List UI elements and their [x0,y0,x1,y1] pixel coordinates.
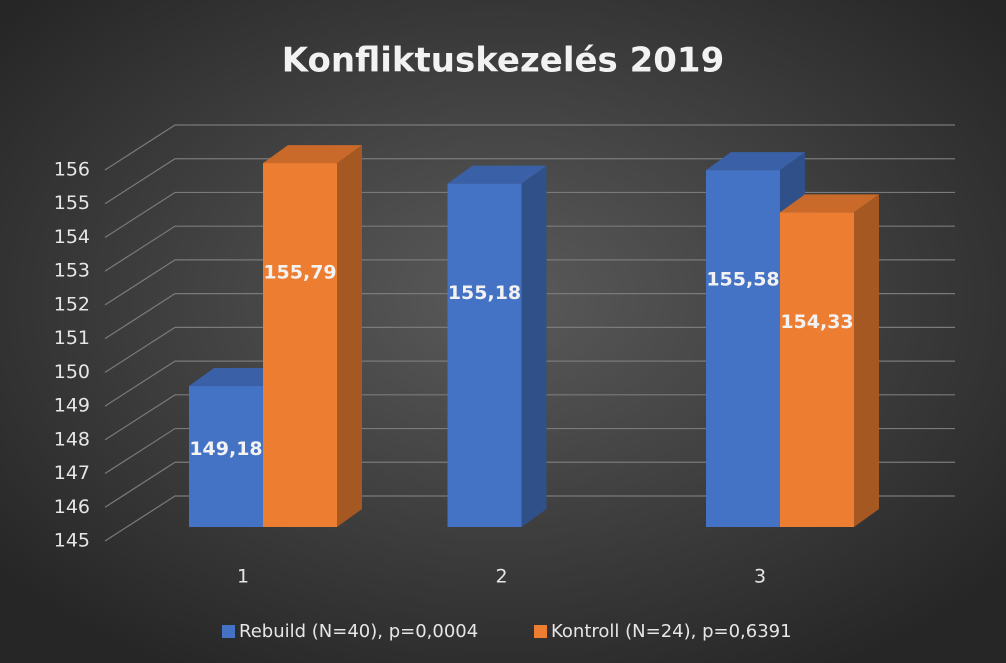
legend-swatch [222,625,235,638]
grid-line [104,191,955,238]
y-tick-label: 146 [54,496,90,518]
bar [189,386,263,527]
grid-line [104,394,955,441]
bar-top [447,165,547,184]
bar-top [780,194,879,213]
y-tick-label: 145 [54,530,90,552]
bar-side [854,194,879,528]
data-label: 155,79 [263,262,336,284]
bar-top [263,145,362,164]
bar [447,183,522,527]
grid-line [104,360,955,407]
grid-line [104,326,955,373]
grid-line [104,259,955,306]
y-tick-label: 153 [54,260,90,282]
x-tick-label: 3 [754,566,766,588]
grid-line [104,225,955,272]
y-tick-label: 148 [54,428,90,450]
legend-label: Rebuild (N=40), p=0,0004 [239,621,478,642]
grid-line [104,124,955,171]
legend-swatch [534,625,547,638]
y-tick-label: 147 [54,462,90,484]
bar-side [521,165,547,527]
data-label: 155,58 [706,269,779,291]
bar-side [337,145,362,527]
x-tick-label: 2 [495,566,507,588]
data-label: 149,18 [189,438,262,460]
legend-label: Kontroll (N=24), p=0,6391 [551,621,792,642]
y-tick-label: 154 [54,226,90,248]
x-tick-label: 1 [237,566,249,588]
grid-line [104,158,955,205]
y-tick-label: 152 [54,293,90,315]
grid-line [104,461,955,508]
bar [263,163,337,527]
y-tick-label: 151 [54,327,90,349]
y-tick-label: 155 [54,192,90,214]
bar [706,170,780,527]
bar [780,212,854,528]
data-label: 154,33 [780,311,853,333]
chart-title: Konfliktuskezelés 2019 [282,41,725,81]
y-tick-label: 149 [54,395,90,417]
y-tick-label: 156 [54,159,90,181]
bar-top [706,152,805,171]
grid-line [104,495,955,542]
y-tick-label: 150 [54,361,90,383]
grid-line [104,293,955,340]
data-label: 155,18 [448,282,521,304]
grid-line [104,427,955,475]
